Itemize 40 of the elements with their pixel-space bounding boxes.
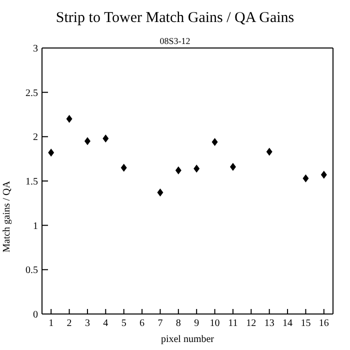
point xyxy=(66,114,72,123)
x-tick-label: 9 xyxy=(194,318,200,330)
y-tick-label: 2 xyxy=(33,132,38,144)
x-tick-label: 11 xyxy=(228,318,238,330)
point xyxy=(230,162,236,171)
x-tick-label: 1 xyxy=(48,318,54,330)
x-tick-label: 10 xyxy=(210,318,220,330)
chart-title: Strip to Tower Match Gains / QA Gains xyxy=(54,10,296,27)
y-axis-title: Match gains / QA xyxy=(2,180,13,252)
chart-subtitle: 08S3-12 xyxy=(160,36,190,46)
point xyxy=(157,188,164,197)
point xyxy=(320,170,327,179)
point xyxy=(120,164,127,172)
x-tick-label: 15 xyxy=(300,318,311,330)
x-tick-label: 2 xyxy=(66,318,72,330)
x-tick-label: 14 xyxy=(282,318,293,330)
x-tick-label: 7 xyxy=(158,318,163,330)
point xyxy=(212,138,218,146)
point xyxy=(194,164,200,173)
point xyxy=(102,134,109,142)
x-tick-label: 8 xyxy=(176,318,181,330)
y-tick-label: 2.5 xyxy=(26,88,38,99)
x-tick-label: 3 xyxy=(84,318,90,330)
x-axis-title: pixel number xyxy=(160,334,215,345)
x-tick-label: 5 xyxy=(121,318,126,330)
y-tick-label: 3 xyxy=(33,44,38,55)
y-tick-label: 0 xyxy=(33,310,38,321)
x-tick-label: 12 xyxy=(246,318,256,330)
point xyxy=(48,148,54,157)
x-tick-label: 4 xyxy=(103,318,108,330)
point xyxy=(302,174,309,182)
x-tick-label: 6 xyxy=(140,318,145,330)
y-tick-label: 1.5 xyxy=(26,176,38,188)
x-tick-label: 13 xyxy=(264,318,274,330)
point xyxy=(266,148,272,156)
y-tick-label: 1 xyxy=(33,220,38,232)
y-tick-label: 0.5 xyxy=(26,265,38,276)
point xyxy=(175,166,182,174)
x-tick-label: 16 xyxy=(318,318,329,330)
point xyxy=(84,137,90,146)
